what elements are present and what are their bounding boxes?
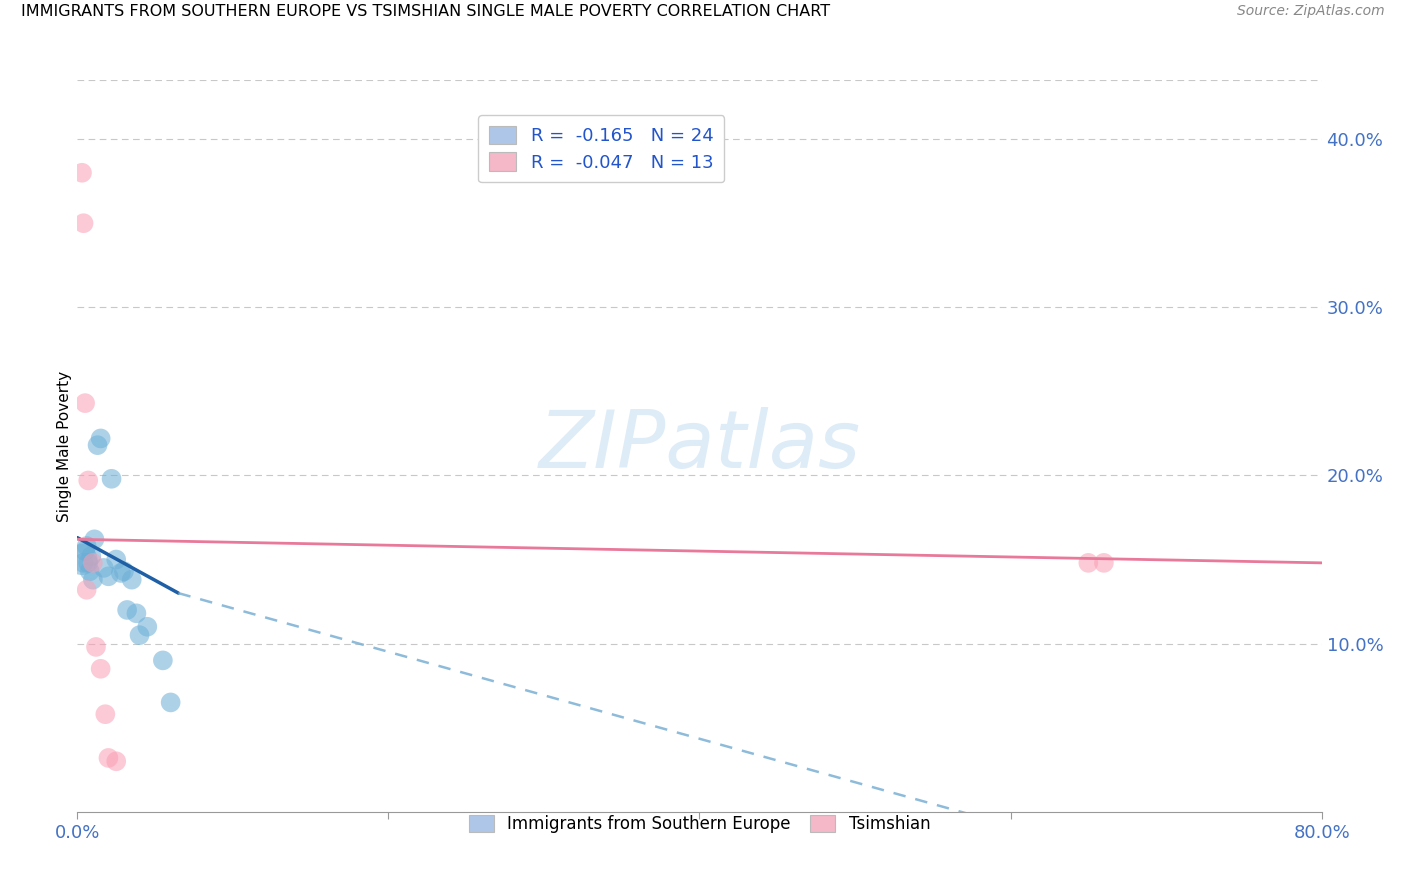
Point — [100, 472, 122, 486]
Point — [1077, 556, 1099, 570]
Point — [70, 166, 93, 180]
Text: ZIPatlas: ZIPatlas — [538, 407, 860, 485]
Point — [105, 552, 128, 566]
Point — [80, 549, 103, 563]
Point — [115, 603, 138, 617]
Point — [83, 533, 105, 547]
Y-axis label: Single Male Poverty: Single Male Poverty — [56, 370, 72, 522]
Point — [84, 640, 107, 654]
Point — [159, 695, 181, 709]
Point — [82, 556, 104, 570]
Point — [94, 707, 117, 722]
Point — [76, 539, 98, 553]
Point — [97, 751, 120, 765]
Text: IMMIGRANTS FROM SOUTHERN EUROPE VS TSIMSHIAN SINGLE MALE POVERTY CORRELATION CHA: IMMIGRANTS FROM SOUTHERN EUROPE VS TSIMS… — [21, 4, 830, 20]
Point — [70, 552, 93, 566]
Point — [105, 754, 128, 768]
Point — [76, 582, 98, 597]
Point — [136, 620, 159, 634]
Point — [75, 544, 97, 558]
Point — [90, 662, 112, 676]
Point — [125, 607, 148, 621]
Text: Source: ZipAtlas.com: Source: ZipAtlas.com — [1237, 4, 1385, 19]
Point — [79, 564, 101, 578]
Legend: Immigrants from Southern Europe, Tsimshian: Immigrants from Southern Europe, Tsimshi… — [463, 808, 936, 840]
Point — [77, 474, 100, 488]
Point — [72, 216, 94, 230]
Point — [128, 628, 150, 642]
Point — [121, 573, 143, 587]
Point — [75, 396, 97, 410]
Point — [110, 566, 132, 580]
Point — [77, 556, 100, 570]
Point — [152, 653, 174, 667]
Point — [97, 569, 120, 583]
Point — [82, 573, 104, 587]
Point — [86, 438, 108, 452]
Point — [112, 564, 135, 578]
Point — [72, 556, 94, 570]
Point — [90, 432, 112, 446]
Point — [1092, 556, 1115, 570]
Point — [93, 561, 115, 575]
